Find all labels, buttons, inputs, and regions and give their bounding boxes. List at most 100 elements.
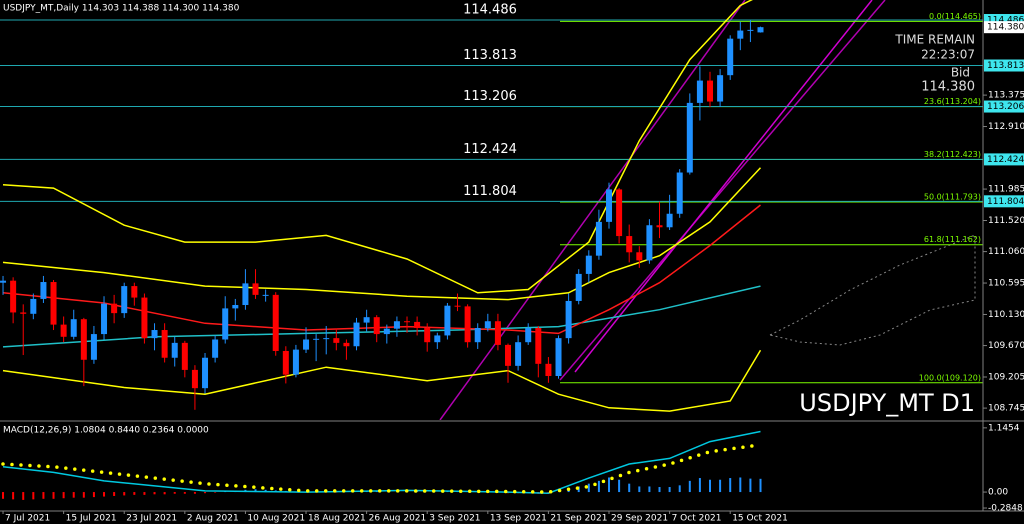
candle-body	[515, 342, 522, 366]
candle-body	[40, 282, 47, 299]
candle-body	[606, 189, 613, 222]
candle-body	[616, 189, 623, 237]
y-tick-label: 111.520	[988, 216, 1024, 226]
fib-label: 0.0(114.465)	[929, 12, 981, 21]
y-tick-label: 113.375	[988, 91, 1024, 101]
macd-bar	[749, 478, 752, 493]
time-remain-label: TIME REMAIN	[894, 33, 975, 47]
macd-bar	[103, 492, 106, 497]
bid-axis-box	[984, 21, 1024, 34]
candle-body	[757, 27, 764, 33]
macd-bar	[688, 480, 691, 493]
candle-body	[505, 344, 512, 366]
price-panel: 0.0(114.465) 23.6(113.204) 38.2(112.423) 50…	[0, 0, 983, 420]
trendline	[574, 0, 873, 373]
chart-header: USDJPY_MT,Daily 114.303 114.388 114.300 …	[3, 4, 240, 14]
cloud-outline	[768, 234, 976, 346]
macd-bar	[698, 478, 701, 493]
macd-bar	[32, 492, 35, 500]
candle-body	[494, 321, 501, 345]
candle-body	[414, 321, 421, 328]
bid-label: Bid	[951, 66, 970, 80]
x-tick-label: 3 Sep 2021	[429, 514, 480, 524]
level-label: 112.424	[463, 142, 517, 157]
candle-body	[20, 312, 27, 314]
candle-body	[585, 255, 592, 274]
candle-body	[0, 280, 7, 283]
candle-body	[353, 322, 360, 347]
candle-body	[575, 273, 582, 301]
y-tick-label: 109.205	[988, 373, 1024, 383]
x-tick-label: 15 Jul 2021	[66, 514, 117, 524]
candle-body	[686, 102, 693, 173]
bid-value: 114.380	[921, 80, 975, 95]
candle-body	[101, 303, 108, 335]
candle-body	[30, 298, 37, 314]
macd-bar	[143, 492, 146, 495]
y-tick-label: 109.670	[988, 341, 1024, 351]
macd-tick-label: -0.2848	[988, 504, 1023, 514]
candle-body	[656, 225, 663, 228]
candle-body	[525, 327, 532, 343]
candle-body	[151, 330, 158, 339]
candle-body	[595, 221, 602, 256]
macd-bar	[719, 479, 722, 493]
candle-body	[717, 75, 724, 102]
x-tick-label: 7 Jul 2021	[5, 514, 50, 524]
y-tick-label: 110.130	[988, 310, 1024, 320]
candle-body	[373, 317, 380, 335]
macd-bar	[62, 492, 65, 499]
macd-main-line	[2, 430, 761, 494]
macd-bar	[12, 492, 15, 500]
candle-body	[50, 282, 57, 325]
candle-body	[343, 342, 350, 347]
candle-body	[242, 283, 249, 306]
candle-body	[161, 330, 168, 358]
macd-bar	[153, 492, 156, 495]
candle-body	[696, 80, 703, 103]
candle-body	[121, 286, 128, 314]
indicator-line	[2, 167, 762, 301]
y-tick-label: 108.745	[988, 404, 1024, 414]
macd-bar	[678, 485, 681, 493]
candle-body	[181, 342, 188, 370]
candle-body	[383, 328, 390, 335]
candle-body	[404, 321, 411, 323]
indicator-line	[2, 204, 761, 335]
candle-body	[252, 283, 259, 295]
macd-bar	[375, 491, 378, 493]
candle-body	[747, 29, 754, 31]
macd-bar	[739, 477, 742, 493]
candle-body	[303, 339, 310, 350]
fib-label: 100.0(109.120)	[919, 373, 981, 382]
macd-bar	[183, 492, 186, 494]
level-axis-label: 113.206	[987, 102, 1024, 112]
x-tick-label: 7 Oct 2021	[672, 514, 722, 524]
time-remain: 22:23:07	[921, 48, 975, 62]
macd-bar	[163, 492, 166, 495]
candle-body	[191, 369, 198, 389]
macd-tick-label: 1.1454	[988, 423, 1020, 433]
macd-tick-label: 0.00	[988, 488, 1008, 498]
y-tick-label: 111.985	[988, 185, 1024, 195]
macd-bar	[597, 480, 600, 493]
candle-body	[232, 305, 239, 309]
candle-body	[313, 338, 320, 340]
macd-bar	[22, 492, 25, 500]
candle-body	[141, 297, 148, 339]
y-tick-label: 110.595	[988, 279, 1024, 289]
macd-bar	[709, 479, 712, 493]
candle-body	[292, 349, 299, 375]
macd-panel	[1, 430, 763, 500]
macd-bar	[214, 492, 217, 493]
macd-bar	[628, 483, 631, 493]
macd-bar	[587, 483, 590, 493]
x-tick-label: 15 Oct 2021	[732, 514, 788, 524]
candle-body	[212, 339, 219, 358]
candle-body	[646, 225, 653, 261]
indicator-line	[2, 0, 753, 294]
candle-body	[555, 338, 562, 376]
fib-label: 23.6(113.204)	[924, 97, 981, 106]
